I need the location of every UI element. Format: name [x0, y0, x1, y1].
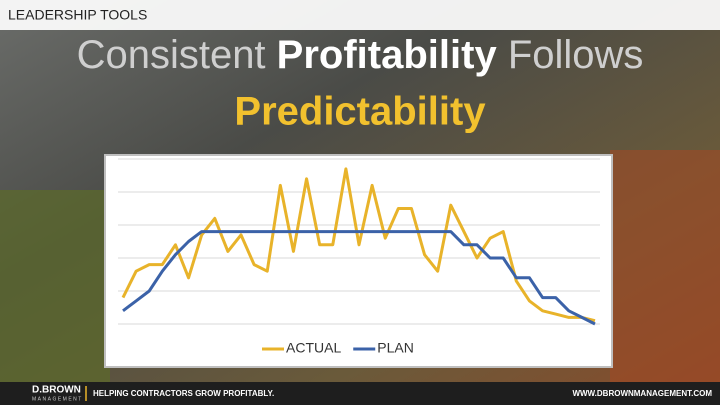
title-part: Profitability [277, 33, 498, 77]
section-label: LEADERSHIP TOOLS [8, 7, 147, 23]
title-part: Consistent [77, 33, 266, 77]
title-part: Follows [508, 33, 644, 77]
footer-band [0, 382, 720, 405]
logo-sub: MANAGEMENT [32, 396, 83, 402]
chart: ACTUAL PLAN [118, 158, 600, 356]
legend-label: PLAN [377, 340, 414, 356]
slide-subtitle: Predictability [234, 90, 486, 134]
background-scaffold [610, 150, 720, 382]
legend-label: ACTUAL [286, 340, 341, 356]
tagline: HELPING CONTRACTORS GROW PROFITABLY. [93, 389, 274, 398]
series-line [121, 167, 596, 323]
background-vest [0, 190, 110, 382]
series-line [122, 230, 596, 326]
logo: D.BROWN [32, 385, 81, 396]
chart-panel [104, 154, 613, 368]
header-band [0, 0, 720, 30]
url: WWW.DBROWNMANAGEMENT.COM [572, 389, 712, 398]
slide-title: Consistent Profitability Follows [77, 33, 644, 77]
